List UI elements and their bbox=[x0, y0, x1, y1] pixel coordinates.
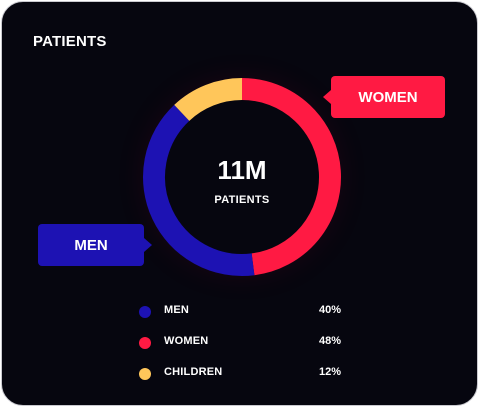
legend-dot-women bbox=[139, 337, 151, 349]
legend-item-women: WOMEN 48% bbox=[139, 333, 359, 364]
legend-value-men: 40% bbox=[319, 304, 342, 316]
center-label: PATIENTS bbox=[214, 194, 270, 206]
donut-slice-women bbox=[241, 78, 341, 276]
men-callout: MEN bbox=[38, 224, 152, 266]
legend-value-women: 48% bbox=[319, 335, 342, 347]
donut-slice-men bbox=[143, 104, 255, 276]
women-callout: WOMEN bbox=[323, 76, 445, 118]
legend-item-children: CHILDREN 12% bbox=[139, 364, 359, 395]
legend-dot-children bbox=[139, 368, 151, 380]
legend-item-men: MEN 40% bbox=[139, 302, 359, 333]
legend: MEN 40% WOMEN 48% CHILDREN 12% bbox=[139, 302, 359, 395]
center-value: 11M bbox=[217, 155, 267, 185]
legend-label-women: WOMEN bbox=[164, 335, 209, 347]
donut-svg bbox=[143, 78, 341, 276]
legend-dot-men bbox=[139, 306, 151, 318]
card-title: PATIENTS bbox=[33, 33, 107, 50]
legend-value-children: 12% bbox=[319, 366, 342, 378]
donut-slice-children bbox=[174, 78, 243, 122]
legend-label-men: MEN bbox=[164, 304, 190, 316]
donut-chart: 11M PATIENTS bbox=[142, 77, 342, 277]
legend-label-children: CHILDREN bbox=[164, 366, 223, 378]
